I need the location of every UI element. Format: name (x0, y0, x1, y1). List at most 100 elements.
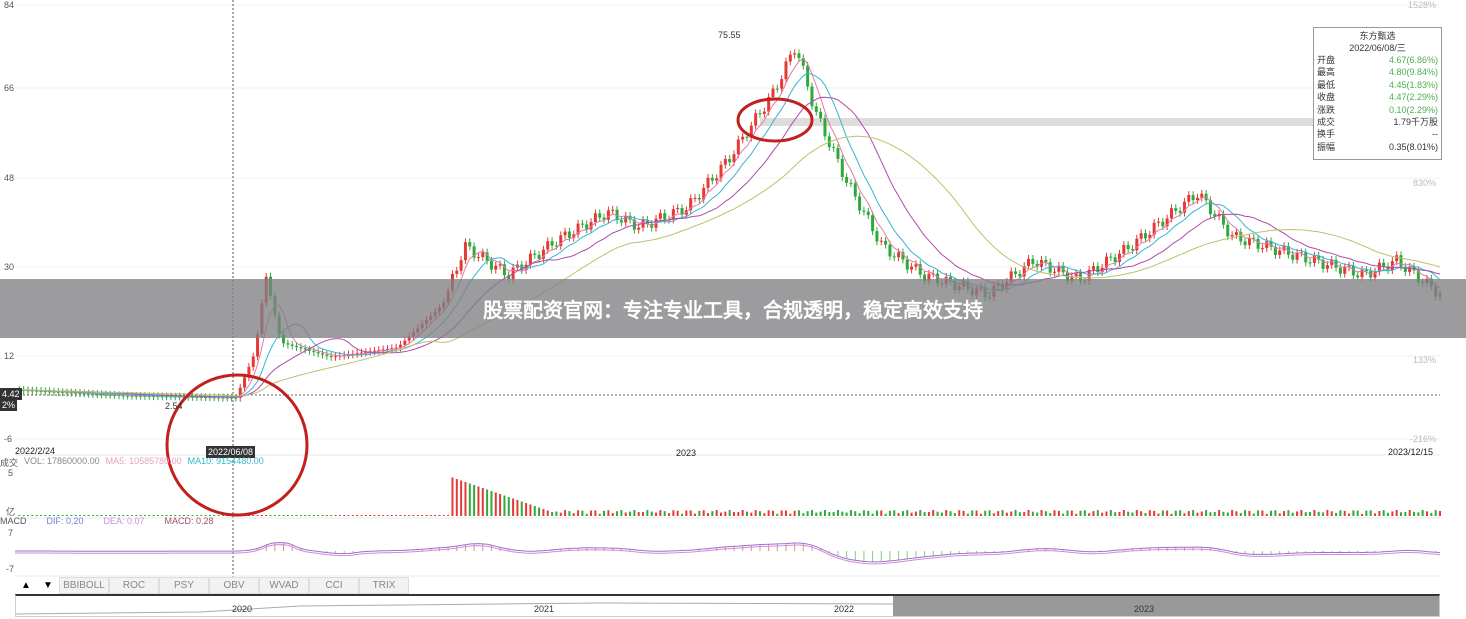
volume-bar (815, 512, 818, 516)
volume-bar (659, 510, 662, 516)
price-tick: 84 (4, 0, 15, 10)
candle-body (1139, 233, 1143, 239)
volume-bar (1127, 511, 1130, 516)
volume-bar (386, 515, 389, 516)
volume-bar (927, 512, 930, 516)
volume-bar (178, 515, 181, 516)
candle-body (1252, 237, 1256, 239)
volume-bar (858, 513, 861, 516)
volume-bar (971, 510, 974, 516)
volume-bar (845, 512, 848, 516)
candle-body (329, 355, 333, 357)
volume-bar (373, 515, 376, 516)
volume-bar (806, 511, 809, 516)
tab-psy[interactable]: PSY (159, 577, 209, 594)
volume-bar (61, 515, 64, 516)
volume-bar (1421, 510, 1424, 516)
candle-body (541, 249, 545, 259)
candle-body (204, 397, 208, 399)
scroll-up-button[interactable]: ▲ (21, 580, 31, 591)
volume-bar (1049, 513, 1052, 516)
vol-ma5: MA5: 10585780.00 (105, 456, 182, 466)
volume-bar (789, 513, 792, 516)
candle-body (69, 392, 73, 394)
tab-roc[interactable]: ROC (109, 577, 159, 594)
volume-bar (958, 510, 961, 516)
tab-trix[interactable]: TRIX (359, 577, 409, 594)
candle-body (290, 344, 294, 346)
volume-bar (256, 515, 259, 516)
candle-body (1338, 267, 1342, 274)
candle-body (481, 252, 485, 258)
info-row: 最低 4.45(1.83%) (1317, 79, 1438, 91)
volume-bar (403, 515, 406, 516)
volume-bar (200, 515, 203, 516)
volume-bar (616, 511, 619, 516)
candle-body (52, 391, 56, 393)
volume-prefix: 成交 (0, 458, 19, 468)
candle-body (160, 396, 164, 398)
candle-body (793, 53, 797, 55)
volume-bar (810, 510, 813, 516)
volume-bar (113, 515, 116, 516)
volume-bar (135, 515, 138, 516)
candle-body (394, 347, 398, 349)
candle-body (1382, 262, 1386, 267)
candle-body (1395, 255, 1399, 262)
candle-body (528, 253, 532, 265)
navigator-window[interactable] (893, 596, 1439, 616)
candle-body (156, 396, 160, 398)
volume-bar (564, 510, 567, 516)
info-label: 收盘 (1317, 92, 1336, 103)
volume-bar (923, 512, 926, 516)
volume-bar (577, 510, 580, 516)
volume-bar (910, 512, 913, 516)
candle-body (286, 343, 290, 345)
volume-bar (1062, 513, 1065, 516)
scroll-down-button[interactable]: ▼ (43, 580, 53, 591)
volume-bar (529, 504, 532, 516)
volume-bar (195, 515, 198, 516)
candle-body (238, 387, 242, 398)
candle-body (407, 336, 411, 341)
volume-bar (745, 511, 748, 516)
volume-bar (91, 515, 94, 516)
candle-body (1278, 250, 1282, 256)
candle-body (1074, 273, 1078, 277)
tab-bbiboll[interactable]: BBIBOLL (59, 577, 109, 594)
candle-body (334, 356, 338, 358)
candle-body (87, 393, 91, 395)
volume-bar (221, 515, 224, 516)
annotation-circle (165, 373, 309, 517)
volume-bar (1148, 510, 1151, 516)
tab-obv[interactable]: OBV (209, 577, 259, 594)
volume-bar (44, 515, 47, 516)
time-navigator[interactable]: 2020 2021 2022 2023 (15, 594, 1440, 617)
volume-bar (1235, 511, 1238, 516)
volume-bar (1036, 512, 1039, 516)
nav-year: 2023 (1134, 604, 1155, 614)
volume-bar (611, 513, 614, 516)
candle-body (788, 54, 792, 62)
volume-bar (1408, 510, 1411, 516)
volume-bar (1044, 511, 1047, 516)
info-row: 涨跌 0.10(2.29%) (1317, 104, 1438, 116)
candle-body (35, 390, 39, 392)
candle-body (866, 211, 870, 216)
candle-body (1113, 257, 1117, 262)
volume-bar (919, 510, 922, 516)
candle-body (736, 139, 740, 155)
volume-bar (1369, 510, 1372, 516)
tab-cci[interactable]: CCI (309, 577, 359, 594)
candle-body (243, 377, 247, 388)
volume-bar (1170, 513, 1173, 516)
candle-body (1356, 275, 1360, 278)
date-start: 2022/2/24 (15, 446, 56, 456)
candle-body (173, 396, 177, 398)
volume-bar (728, 510, 731, 516)
candle-body (1161, 221, 1165, 227)
candle-body (1304, 252, 1308, 263)
volume-bar (1075, 513, 1078, 516)
tab-wvad[interactable]: WVAD (259, 577, 309, 594)
volume-bar (312, 515, 315, 516)
